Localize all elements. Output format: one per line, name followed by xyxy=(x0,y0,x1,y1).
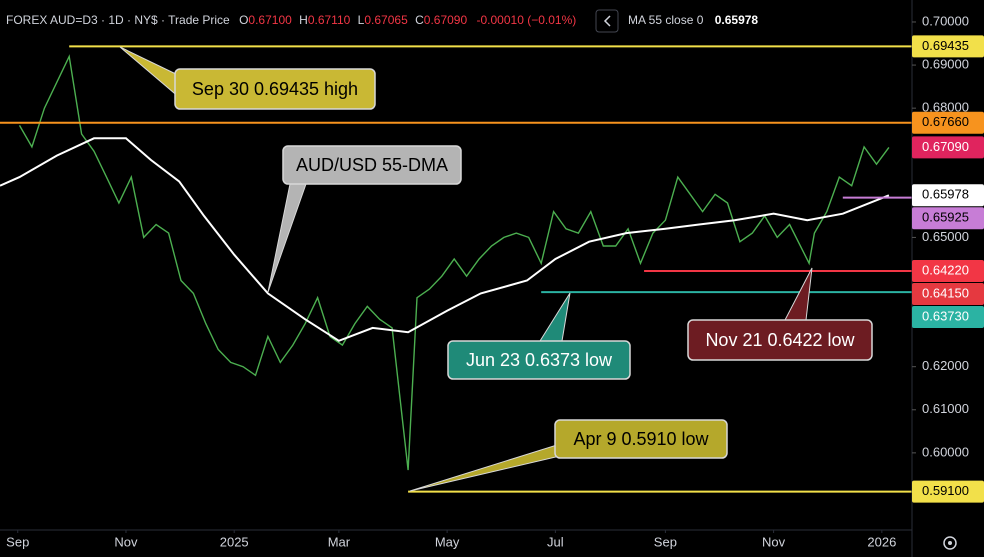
plot xyxy=(0,45,912,493)
price-label-box xyxy=(912,111,984,134)
price-label-box xyxy=(912,184,984,207)
ohlc-value: 0.67090 xyxy=(424,13,468,27)
callout: Jun 23 0.6373 low xyxy=(447,292,631,380)
settings-icon[interactable] xyxy=(943,536,957,550)
collapse-button[interactable] xyxy=(595,9,619,33)
price-label: 0.67090 xyxy=(922,139,969,154)
callout-box xyxy=(447,340,631,380)
y-tick-label: 0.65000 xyxy=(922,229,969,244)
price-label: 0.63730 xyxy=(922,308,969,323)
callout: AUD/USD 55-DMA xyxy=(267,145,462,293)
price-label-box xyxy=(912,136,984,159)
change: -0.00010 (−0.01%) xyxy=(477,13,577,27)
callout-text: Jun 23 0.6373 low xyxy=(466,350,613,370)
callout-text: Apr 9 0.5910 low xyxy=(573,429,709,449)
y-tick-label: 0.69000 xyxy=(922,57,969,72)
x-tick-label: 2026 xyxy=(867,534,896,549)
callout-box xyxy=(174,68,376,110)
callout-box xyxy=(282,145,462,185)
x-tick-label: 2025 xyxy=(220,534,249,549)
price-label: 0.69435 xyxy=(922,38,969,53)
callout: Sep 30 0.69435 high xyxy=(119,46,376,110)
price-label: 0.67660 xyxy=(922,114,969,129)
ohlc-key: L xyxy=(358,13,365,27)
indicator-name: MA 55 close 0 xyxy=(628,13,704,27)
callout: Nov 21 0.6422 low xyxy=(687,267,873,361)
price-line xyxy=(18,54,890,471)
ma-line xyxy=(0,137,890,342)
callout-box xyxy=(687,319,873,361)
callout-box xyxy=(554,419,728,459)
callout-text: Nov 21 0.6422 low xyxy=(705,330,855,350)
x-tick-label: May xyxy=(435,534,460,549)
y-tick-label: 0.70000 xyxy=(922,13,969,28)
ohlc-key: H xyxy=(299,13,308,27)
price-label-box xyxy=(912,260,984,283)
price-label: 0.65925 xyxy=(922,210,969,225)
x-tick-label: Nov xyxy=(114,534,138,549)
gear xyxy=(943,536,957,550)
price-label-box xyxy=(912,35,984,58)
gear-center xyxy=(948,541,952,545)
x-tick-label: Sep xyxy=(654,534,677,549)
price-label: 0.64220 xyxy=(922,262,969,277)
x-tick-label: Nov xyxy=(762,534,786,549)
y-tick-label: 0.62000 xyxy=(922,358,969,373)
price-label: 0.59100 xyxy=(922,483,969,498)
price-label: 0.65978 xyxy=(922,187,969,202)
y-tick-label: 0.68000 xyxy=(922,100,969,115)
callout: Apr 9 0.5910 low xyxy=(409,419,728,492)
callout-text: Sep 30 0.69435 high xyxy=(192,79,358,99)
collapse-icon xyxy=(603,15,611,27)
x-tick-label: Sep xyxy=(6,534,29,549)
y-tick-label: 0.60000 xyxy=(922,444,969,459)
callout-text: AUD/USD 55-DMA xyxy=(296,155,448,175)
y-tick-label: 0.61000 xyxy=(922,401,969,416)
price-label: 0.64150 xyxy=(922,285,969,300)
price-label-box xyxy=(912,207,984,230)
price-label-box xyxy=(912,283,984,306)
price-label-box xyxy=(912,480,984,503)
ohlc-key: C xyxy=(415,13,424,27)
ohlc-value: 0.67065 xyxy=(364,13,408,27)
ohlc-value: 0.67110 xyxy=(308,13,351,27)
header: FOREX AUD=D3 · 1D · NY$ · Trade Price O0… xyxy=(6,13,576,27)
ohlc-key: O xyxy=(239,13,248,27)
symbol: FOREX AUD=D3 · 1D · NY$ · Trade Price xyxy=(6,13,230,27)
ohlc-value: 0.67100 xyxy=(248,13,292,27)
x-tick-label: Jul xyxy=(547,534,564,549)
x-tick-label: Mar xyxy=(328,534,351,549)
indicator-value: 0.65978 xyxy=(715,13,759,27)
indicator-legend[interactable]: MA 55 close 0 0.65978 xyxy=(628,13,758,27)
price-label-box xyxy=(912,306,984,329)
